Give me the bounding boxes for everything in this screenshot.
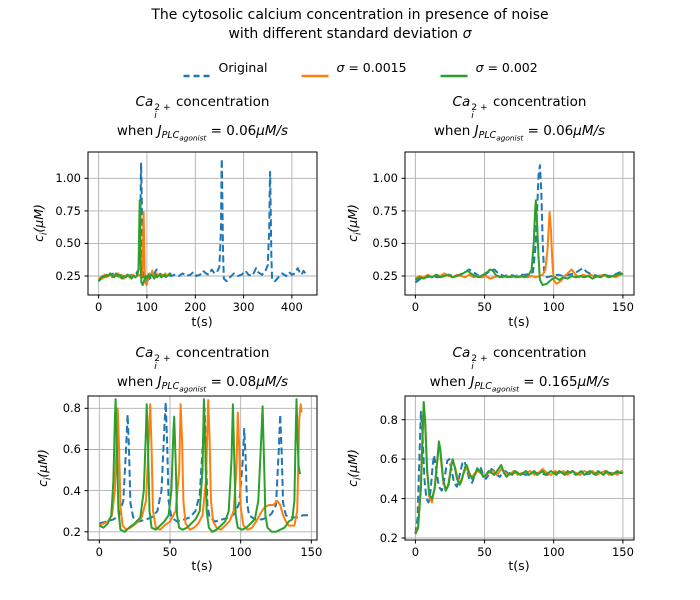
y-tick-label: 0.8 bbox=[62, 401, 81, 416]
x-tick-label: 0 bbox=[94, 300, 103, 314]
y-tick-label: 0.75 bbox=[55, 203, 81, 218]
legend-label: σ = 0.0015 bbox=[336, 60, 407, 75]
y-tick-label: 0.4 bbox=[379, 491, 398, 506]
figure-title-line1: The cytosolic calcium concentration in p… bbox=[151, 7, 549, 23]
subplot-2-plot-area: 0 50 100 150 0.2 0.4 0.6 0.8 bbox=[63, 395, 322, 559]
legend-line-sample-dashed bbox=[183, 66, 211, 78]
chart-svg bbox=[401, 151, 635, 299]
figure-title-line2: with different standard deviation σ bbox=[228, 26, 472, 42]
x-tick-label: 100 bbox=[542, 545, 565, 559]
x-tick-label: 200 bbox=[184, 300, 207, 314]
x-tick-label: 0 bbox=[95, 545, 103, 559]
legend-line-sample-green bbox=[440, 66, 468, 78]
y-tick-label: 0.4 bbox=[62, 483, 81, 498]
y-tick-label: 0.6 bbox=[62, 442, 81, 457]
x-tick-label: 50 bbox=[477, 545, 492, 559]
subplot-3-plot-area: 0 50 100 150 0.2 0.4 0.6 0.8 bbox=[380, 395, 635, 559]
subplot-0-title: Ca 2 + i concentration when JPLCagonist = … bbox=[116, 94, 289, 143]
legend: Original σ = 0.0015 σ = 0.002 bbox=[183, 60, 538, 78]
subplot-1-title: Ca 2 + i concentration when JPLCagonist = … bbox=[433, 94, 606, 143]
legend-label: Original bbox=[218, 60, 268, 75]
subplot-3-xlabel: t(s) bbox=[508, 558, 530, 573]
x-tick-label: 100 bbox=[542, 300, 565, 314]
chart-svg bbox=[401, 395, 635, 544]
legend-item-original: Original bbox=[183, 60, 268, 78]
y-tick-label: 0.25 bbox=[55, 268, 81, 283]
subplot-1-xlabel: t(s) bbox=[508, 314, 530, 329]
subplot-0-xlabel: t(s) bbox=[191, 314, 213, 329]
subplot-3-ylabel: ci(μM) bbox=[344, 449, 364, 487]
legend-item-sigma-002: σ = 0.002 bbox=[440, 60, 538, 78]
subplot-3-title: Ca 2 + i concentration when JPLCagonist = … bbox=[429, 345, 610, 394]
x-tick-label: 100 bbox=[229, 545, 252, 559]
x-tick-label: 150 bbox=[300, 545, 323, 559]
x-tick-label: 0 bbox=[411, 545, 420, 559]
y-tick-label: 0.2 bbox=[62, 524, 81, 539]
y-tick-label: 1.00 bbox=[55, 171, 81, 186]
x-tick-label: 0 bbox=[411, 300, 420, 314]
chart-svg bbox=[84, 151, 318, 299]
subplot-2-xlabel: t(s) bbox=[191, 558, 213, 573]
legend-item-sigma-0015: σ = 0.0015 bbox=[301, 60, 407, 78]
y-tick-label: 0.50 bbox=[372, 236, 398, 251]
y-tick-label: 0.2 bbox=[379, 531, 398, 546]
y-tick-label: 0.50 bbox=[55, 236, 81, 251]
legend-label: σ = 0.002 bbox=[475, 60, 538, 75]
y-tick-label: 1.00 bbox=[372, 171, 398, 186]
subplot-2-title: Ca 2 + i concentration when JPLCagonist = … bbox=[116, 345, 289, 394]
x-tick-label: 50 bbox=[162, 545, 178, 559]
y-tick-label: 0.75 bbox=[372, 203, 398, 218]
legend-line-sample-orange bbox=[301, 66, 329, 78]
y-tick-label: 0.25 bbox=[372, 268, 398, 283]
x-tick-label: 400 bbox=[280, 300, 303, 314]
y-tick-label: 0.8 bbox=[379, 412, 398, 427]
x-tick-label: 150 bbox=[611, 300, 634, 314]
x-tick-label: 50 bbox=[477, 300, 492, 314]
chart-svg bbox=[84, 395, 318, 544]
figure-title: The cytosolic calcium concentration in p… bbox=[0, 6, 700, 44]
x-tick-label: 100 bbox=[135, 300, 158, 314]
y-tick-label: 0.6 bbox=[379, 452, 398, 467]
x-tick-label: 150 bbox=[611, 545, 634, 559]
subplot-1-plot-area: 0 50 100 150 0.25 0.50 0.75 1.00 bbox=[372, 151, 635, 314]
x-tick-label: 300 bbox=[232, 300, 255, 314]
subplot-0-plot-area: 0 100 200 300 400 0.25 0.50 0.75 1.00 bbox=[55, 151, 318, 314]
